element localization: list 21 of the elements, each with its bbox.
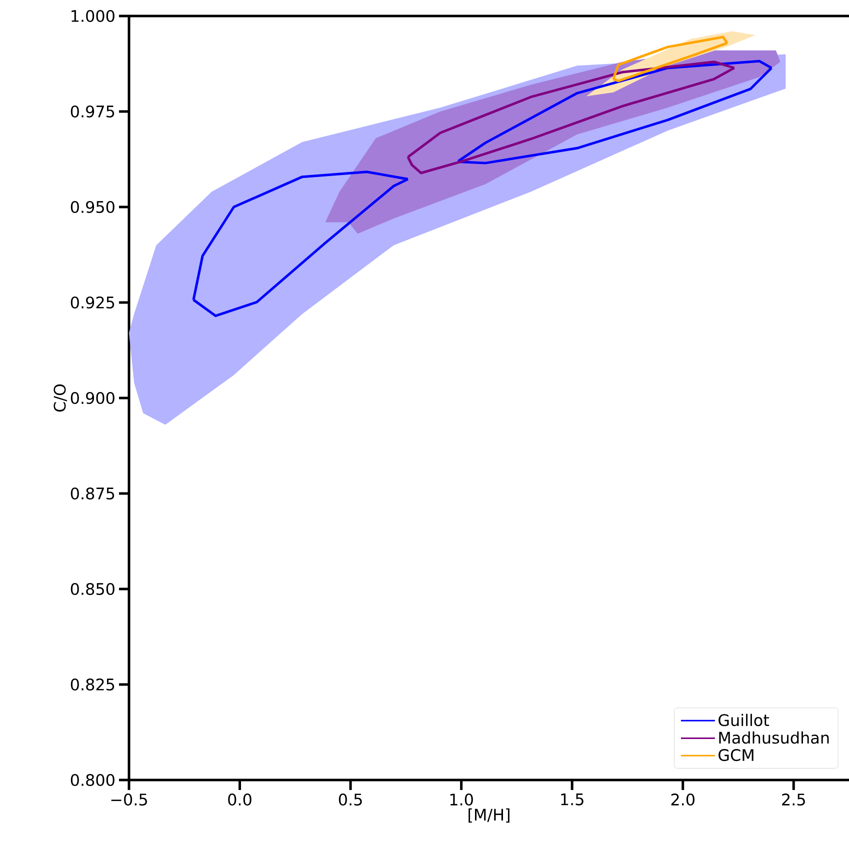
- y-axis-title: C/O: [54, 384, 68, 412]
- y-tick-label: 0.825: [70, 678, 114, 691]
- x-tick-label: 2.5: [782, 794, 805, 806]
- y-tick-label: 0.950: [70, 200, 114, 214]
- y-tick-label: 0.925: [70, 296, 114, 309]
- y-tick-label: 0.800: [70, 774, 114, 786]
- y-tick-label: 0.850: [70, 582, 114, 596]
- legend-label: GCM: [718, 749, 754, 762]
- legend-label: Madhusudhan: [719, 731, 829, 744]
- y-tick-label: 0.875: [70, 487, 114, 500]
- legend-label: Guillot: [718, 714, 770, 726]
- x-tick-label: 0.5: [338, 794, 362, 806]
- x-tick-label: 0.0: [228, 794, 252, 806]
- y-tick-label: 1.000: [72, 10, 114, 22]
- x-tick-label: −0.5: [111, 794, 147, 806]
- y-tick-label: 0.975: [70, 105, 114, 118]
- x-tick-label: 1.5: [561, 794, 584, 806]
- y-tick-label: 0.900: [70, 392, 114, 404]
- x-tick-label: 1.0: [450, 794, 473, 806]
- x-axis-title: [M/H]: [468, 808, 510, 823]
- x-tick-label: 2.0: [671, 794, 694, 806]
